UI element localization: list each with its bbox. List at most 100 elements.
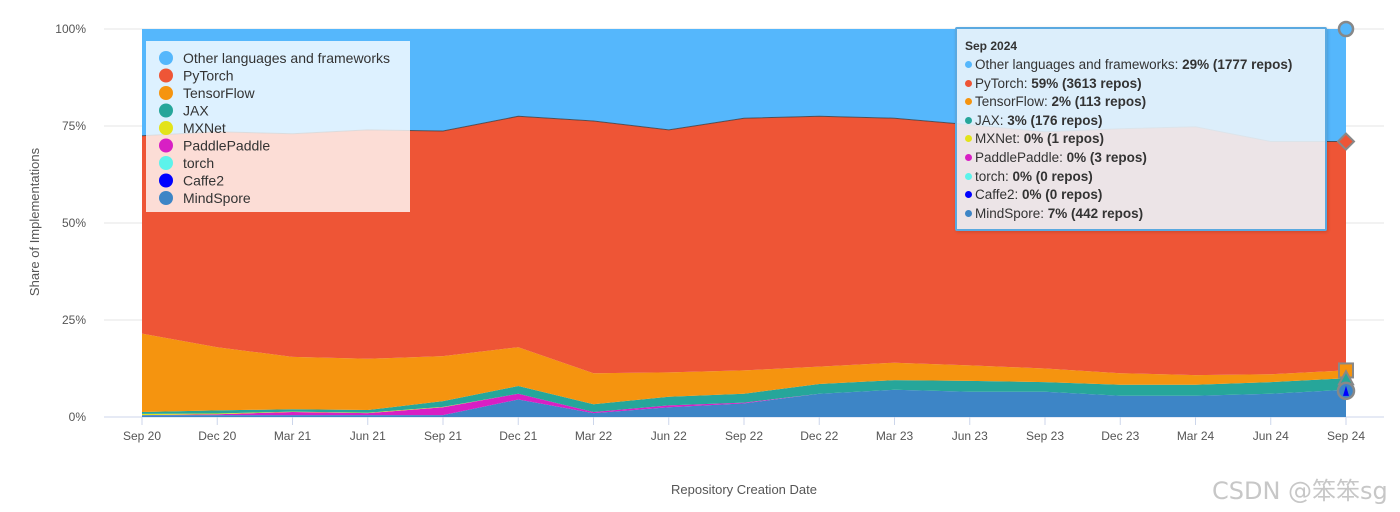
- legend-item[interactable]: JAX: [159, 103, 209, 119]
- legend-label: TensorFlow: [183, 85, 255, 101]
- legend-marker: [159, 68, 173, 83]
- hover-markers: [1336, 20, 1356, 401]
- marker-pytorch: [1336, 132, 1356, 151]
- legend-item[interactable]: MXNet: [159, 120, 226, 136]
- legend-marker: [159, 121, 173, 135]
- marker-other: [1337, 20, 1355, 38]
- tooltip-series-value: 0% (3 repos): [1066, 149, 1147, 165]
- tooltip-row: torch: 0% (0 repos): [965, 168, 1317, 187]
- tooltip-dot: [965, 98, 972, 106]
- x-tick-label: Mar 23: [876, 429, 914, 443]
- tooltip-row: JAX: 3% (176 repos): [965, 112, 1317, 131]
- tooltip-row: Other languages and frameworks: 29% (177…: [965, 56, 1317, 75]
- legend-label: PaddlePaddle: [183, 138, 270, 154]
- legend-label: MXNet: [183, 120, 226, 136]
- legend-label: torch: [183, 155, 214, 171]
- tooltip: Sep 2024 Other languages and frameworks:…: [955, 27, 1327, 231]
- legend-marker: [159, 156, 173, 170]
- legend-item[interactable]: PyTorch: [159, 68, 234, 84]
- tooltip-dot: [965, 172, 972, 180]
- tooltip-series-value: 59% (3613 repos): [1031, 75, 1142, 91]
- tooltip-series-name: TensorFlow:: [975, 94, 1052, 110]
- tooltip-series-value: 0% (0 repos): [1022, 187, 1103, 203]
- x-tick-label: Jun 21: [350, 429, 386, 443]
- tooltip-rows: Other languages and frameworks: 29% (177…: [965, 56, 1317, 223]
- legend-marker: [159, 86, 173, 100]
- y-tick-label: 50%: [62, 216, 86, 230]
- tooltip-series-name: PaddlePaddle:: [975, 149, 1067, 165]
- legend-item[interactable]: torch: [159, 155, 214, 171]
- tooltip-series-name: torch:: [975, 168, 1013, 184]
- x-tick-label: Sep 22: [725, 429, 763, 443]
- area-paddlepaddle: [142, 389, 1346, 416]
- legend-label: Other languages and frameworks: [183, 50, 390, 66]
- legend-item[interactable]: Other languages and frameworks: [159, 50, 390, 66]
- x-axis-title: Repository Creation Date: [671, 482, 817, 497]
- legend-label: Caffe2: [183, 173, 224, 189]
- x-tick-label: Sep 20: [123, 429, 161, 443]
- area-tensorflow: [142, 333, 1346, 412]
- x-tick-label: Sep 21: [424, 429, 462, 443]
- x-tick-label: Mar 21: [274, 429, 312, 443]
- marker-caffe2: [1343, 385, 1349, 396]
- tooltip-series-name: MindSpore:: [975, 205, 1048, 221]
- tooltip-series-value: 7% (442 repos): [1047, 205, 1144, 221]
- x-tick-label: Sep 24: [1327, 429, 1365, 443]
- legend-marker: [159, 173, 173, 188]
- tooltip-row: MXNet: 0% (1 repos): [965, 130, 1317, 149]
- x-tick-label: Dec 22: [800, 429, 838, 443]
- x-tick-label: Jun 23: [952, 429, 988, 443]
- x-tick-label: Jun 22: [651, 429, 687, 443]
- tooltip-dot: [965, 153, 972, 161]
- area-jax: [142, 378, 1346, 414]
- legend-item[interactable]: PaddlePaddle: [159, 138, 270, 154]
- x-tick-label: Sep 23: [1026, 429, 1064, 443]
- legend-marker: [159, 51, 173, 65]
- tooltip-series-name: Other languages and frameworks:: [975, 57, 1183, 72]
- legend-item[interactable]: MindSpore: [159, 190, 251, 206]
- legend: Other languages and frameworks PyTorchTen…: [146, 41, 410, 212]
- tooltip-dot: [965, 191, 972, 199]
- area-mxnet: [142, 389, 1346, 416]
- y-tick-label: 75%: [62, 119, 86, 133]
- x-tick-label: Mar 24: [1177, 429, 1215, 443]
- tooltip-series-value: 0% (1 repos): [1023, 131, 1105, 147]
- watermark: CSDN @笨笨sg: [1212, 477, 1388, 505]
- y-tick-label: 25%: [62, 313, 86, 327]
- tooltip-series-name: JAX:: [975, 112, 1008, 128]
- tooltip-row: PyTorch: 59% (3613 repos): [965, 75, 1317, 94]
- tooltip-series-value: 29% (1777 repos): [1182, 57, 1293, 72]
- tooltip-dot: [965, 135, 972, 143]
- tooltip-dot: [965, 116, 972, 124]
- tooltip-title: Sep 2024: [965, 39, 1018, 53]
- legend-marker: [159, 191, 173, 205]
- x-tick-label: Dec 21: [499, 429, 537, 443]
- legend-label: PyTorch: [183, 68, 234, 84]
- legend-item[interactable]: Caffe2: [159, 173, 224, 189]
- x-tick-label: Mar 22: [575, 429, 613, 443]
- y-axis-title: Share of Implementations: [27, 147, 42, 296]
- x-tick-label: Dec 20: [198, 429, 236, 443]
- tooltip-row: Caffe2: 0% (0 repos): [965, 186, 1317, 205]
- tooltip-dot: [965, 209, 972, 217]
- legend-background: [146, 41, 410, 212]
- legend-marker: [159, 138, 173, 153]
- axes: 0% 25% 50% 75% 100% Sep 20 Dec 20 Mar 21 Jun 21 S…: [55, 22, 1365, 443]
- tooltip-series-name: Caffe2:: [975, 187, 1023, 203]
- x-tick-label: Dec 23: [1101, 429, 1139, 443]
- x-tick-label: Jun 24: [1253, 429, 1289, 443]
- tooltip-series-name: MXNet:: [975, 131, 1024, 147]
- legend-label: MindSpore: [183, 190, 251, 206]
- y-tick-label: 100%: [55, 22, 86, 36]
- tooltip-row: TensorFlow: 2% (113 repos): [965, 93, 1317, 112]
- legend-item[interactable]: TensorFlow: [159, 85, 255, 101]
- tooltip-dot: [965, 79, 972, 87]
- tooltip-series-value: 0% (0 repos): [1012, 168, 1093, 184]
- tooltip-series-name: PyTorch:: [975, 75, 1032, 91]
- legend-label: JAX: [183, 103, 209, 119]
- tooltip-row: MindSpore: 7% (442 repos): [965, 205, 1317, 224]
- y-tick-label: 0%: [69, 410, 87, 424]
- tooltip-dot: [965, 60, 972, 68]
- tooltip-series-value: 2% (113 repos): [1051, 94, 1147, 110]
- legend-marker: [159, 103, 173, 118]
